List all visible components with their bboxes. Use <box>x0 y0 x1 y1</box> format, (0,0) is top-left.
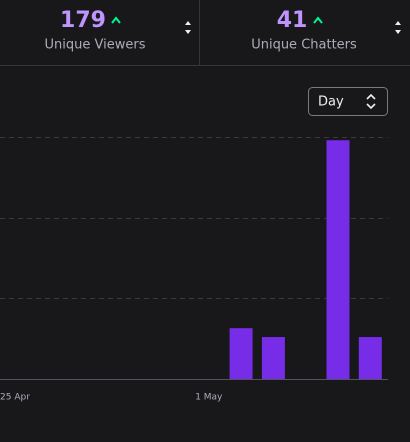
bar <box>229 328 253 379</box>
up-caret <box>111 16 121 24</box>
period-select[interactable]: Day <box>308 87 388 116</box>
stat-label: Unique Viewers <box>45 38 146 53</box>
bar <box>358 337 382 379</box>
select-text: Day <box>318 95 344 110</box>
select-arrows <box>366 93 376 110</box>
stat-label: Unique Chatters <box>251 38 357 53</box>
x-tick-label: 1 May <box>195 393 223 403</box>
stat-card[interactable]: 41 Unique Chatters <box>251 8 401 53</box>
bar <box>326 140 350 379</box>
up-caret <box>313 16 323 24</box>
stat-value: 41 <box>277 8 308 33</box>
bar <box>261 337 285 379</box>
sort-icon[interactable] <box>395 21 401 34</box>
stat-card[interactable]: 179 Unique Viewers <box>45 8 191 53</box>
sort-icon[interactable] <box>185 21 191 34</box>
x-tick-label: 25 Apr <box>0 393 30 403</box>
stat-value: 179 <box>60 8 106 33</box>
select-box[interactable] <box>308 87 388 116</box>
